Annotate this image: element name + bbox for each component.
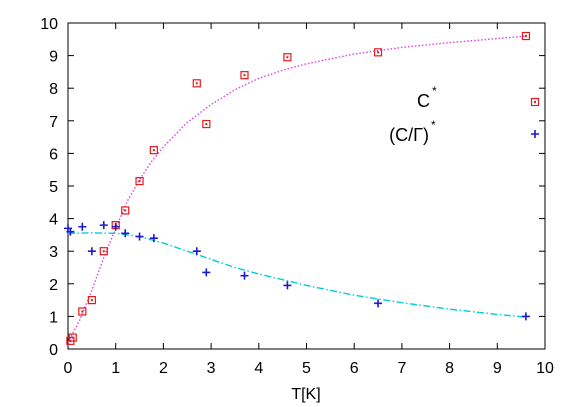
data-point-series-1	[374, 299, 383, 308]
x-tick-label: 9	[493, 360, 502, 377]
y-tick-label: 0	[49, 342, 58, 359]
plot-frame	[67, 22, 546, 350]
data-point-series-0	[121, 206, 130, 215]
data-point-series-1	[66, 227, 75, 236]
x-tick-label: 0	[64, 360, 73, 377]
data-point-group	[64, 31, 531, 345]
data-point-series-1	[111, 222, 120, 231]
data-point-series-0	[521, 31, 531, 41]
data-point-series-1	[192, 247, 201, 256]
legend-marker	[530, 97, 540, 107]
tick-group: 0 1 2 3 4 5 6 7 8 9 10 0 1 2 3 4 5 6 7 8 9 10	[40, 16, 554, 377]
data-point-series-0	[87, 296, 96, 305]
legend-label: (C/Γ)	[389, 125, 429, 145]
y-tick-label: 9	[49, 49, 58, 66]
data-point-series-1	[99, 221, 108, 230]
x-tick-label: 5	[302, 360, 311, 377]
x-tick-label: 2	[159, 360, 168, 377]
data-point-series-0	[99, 247, 108, 256]
fit-curve-group	[67, 35, 526, 343]
y-tick-label: 5	[49, 179, 58, 196]
y-tick-label: 2	[49, 277, 58, 294]
data-point-series-0	[135, 177, 144, 186]
data-point-series-0	[192, 79, 201, 88]
data-point-series-1	[283, 281, 292, 290]
y-tick-label: 4	[49, 212, 58, 229]
data-point-series-0	[240, 71, 249, 80]
fit-curve-1	[67, 232, 526, 318]
data-point-series-0	[373, 48, 383, 57]
x-tick-label: 4	[254, 360, 263, 377]
data-point-series-1	[135, 232, 144, 241]
legend: C *(C/Γ) *	[389, 84, 540, 145]
y-tick-label: 7	[49, 114, 58, 131]
y-tick-label: 6	[49, 146, 58, 163]
x-tick-label: 10	[536, 360, 554, 377]
data-point-series-1	[149, 234, 158, 243]
data-point-series-0	[283, 53, 292, 62]
y-tick-label: 8	[49, 81, 58, 98]
data-point-series-1	[202, 268, 211, 277]
y-tick-label: 3	[49, 244, 58, 261]
x-tick-label: 7	[397, 360, 406, 377]
data-point-series-1	[240, 271, 249, 280]
data-point-series-1	[87, 247, 96, 256]
data-point-series-1	[121, 229, 130, 238]
x-tick-label: 1	[111, 360, 120, 377]
x-tick-label: 8	[445, 360, 454, 377]
legend-label-superscript: *	[431, 118, 436, 132]
fit-curve-0	[67, 35, 526, 343]
legend-label-superscript: *	[432, 84, 437, 98]
x-axis-label: T[K]	[291, 386, 320, 403]
legend-marker	[531, 130, 539, 138]
data-point-series-1	[521, 312, 530, 321]
data-point-series-1	[78, 222, 87, 231]
data-point-series-0	[202, 119, 211, 129]
y-tick-label: 1	[49, 309, 58, 326]
x-tick-label: 3	[207, 360, 216, 377]
x-tick-label: 6	[350, 360, 359, 377]
legend-label: C	[417, 91, 430, 111]
data-point-series-0	[68, 333, 77, 342]
data-point-series-0	[78, 307, 87, 316]
y-tick-label: 10	[40, 16, 58, 33]
data-point-series-0	[149, 146, 158, 155]
